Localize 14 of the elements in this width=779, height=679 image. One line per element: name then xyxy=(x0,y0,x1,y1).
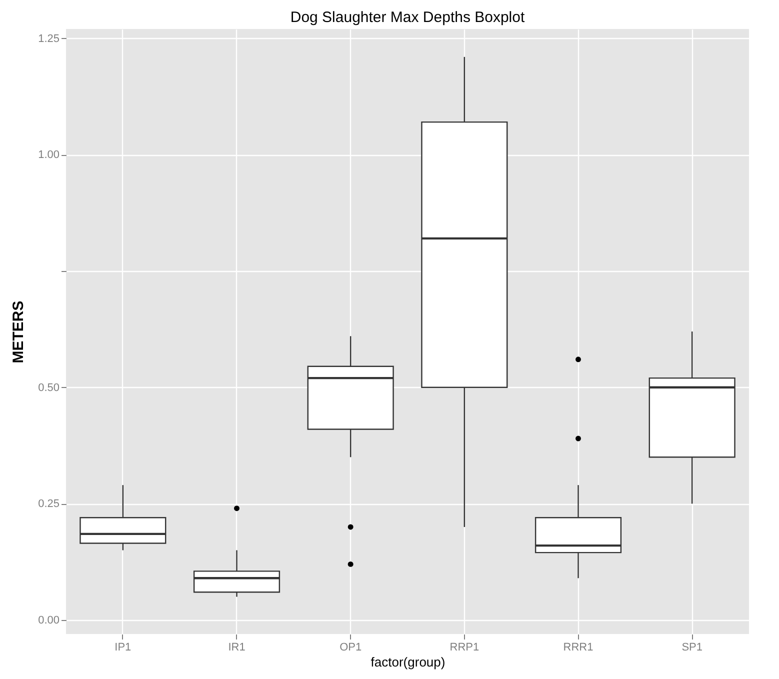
y-tick-label: 1.00 xyxy=(38,149,60,162)
x-tick-label: OP1 xyxy=(340,642,362,654)
y-axis-title: METERS xyxy=(10,300,28,364)
x-tick-label: SP1 xyxy=(682,642,702,654)
x-tick-label: IP1 xyxy=(114,642,132,654)
y-tick-label: 1.25 xyxy=(38,32,60,45)
x-tick-label: RRP1 xyxy=(450,642,480,654)
y-tick-label: 0.25 xyxy=(38,498,60,510)
chart-title: Dog Slaughter Max Depths Boxplot xyxy=(290,9,526,26)
x-tick-label: RRR1 xyxy=(563,642,594,654)
y-tick-label: 0.00 xyxy=(38,614,60,627)
x-tick-label: IR1 xyxy=(228,642,246,654)
y-tick-label: 0.50 xyxy=(38,382,60,394)
x-axis-title: factor(group) xyxy=(370,654,446,670)
